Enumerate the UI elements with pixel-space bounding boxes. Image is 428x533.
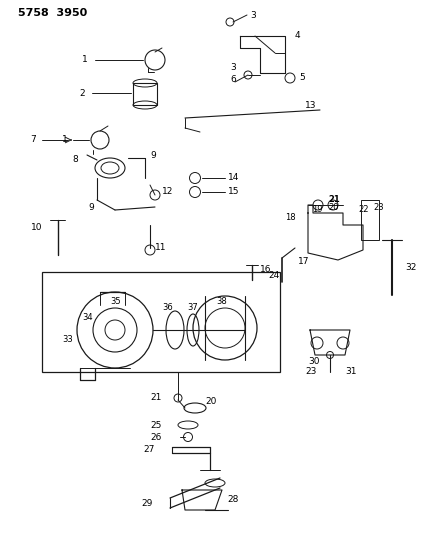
- Text: 1: 1: [82, 55, 88, 64]
- Bar: [133, 83, 157, 105]
- Bar: [42, 272, 280, 372]
- Bar: [361, 200, 379, 240]
- Text: 9: 9: [150, 150, 156, 159]
- Text: 8: 8: [72, 156, 78, 165]
- Text: 35: 35: [110, 297, 121, 306]
- Text: 23: 23: [305, 367, 316, 376]
- Text: 10: 10: [30, 223, 42, 232]
- Text: 21: 21: [328, 195, 340, 204]
- Text: 24: 24: [268, 271, 279, 280]
- Text: 21: 21: [151, 393, 162, 402]
- Text: 17: 17: [298, 257, 309, 266]
- Text: 3: 3: [250, 11, 256, 20]
- Text: 36: 36: [162, 303, 173, 312]
- Text: 11: 11: [155, 244, 166, 253]
- Text: 14: 14: [228, 174, 239, 182]
- Text: 29: 29: [142, 498, 153, 507]
- Text: 19: 19: [312, 205, 323, 214]
- Text: 20: 20: [328, 203, 339, 212]
- Text: 6: 6: [230, 76, 236, 85]
- Text: 12: 12: [162, 188, 173, 197]
- Text: 28: 28: [227, 496, 238, 505]
- Text: 9: 9: [88, 203, 94, 212]
- Text: 26: 26: [151, 432, 162, 441]
- Text: 2: 2: [79, 88, 85, 98]
- Text: 33: 33: [62, 335, 73, 344]
- Text: 3: 3: [230, 63, 236, 72]
- Text: 30: 30: [308, 358, 319, 367]
- Text: 5758  3950: 5758 3950: [18, 8, 87, 18]
- Text: 5: 5: [299, 74, 305, 83]
- Text: 34: 34: [82, 313, 92, 322]
- Text: 7: 7: [30, 135, 36, 144]
- Text: 22: 22: [358, 205, 369, 214]
- Text: 27: 27: [144, 446, 155, 455]
- Text: 13: 13: [305, 101, 316, 110]
- Text: 4: 4: [295, 30, 300, 39]
- Text: 15: 15: [228, 188, 240, 197]
- Text: 37: 37: [187, 303, 198, 312]
- Text: 16: 16: [260, 265, 271, 274]
- Text: 23: 23: [373, 203, 383, 212]
- Text: 1: 1: [62, 135, 68, 144]
- Text: 31: 31: [345, 367, 357, 376]
- Text: 25: 25: [151, 421, 162, 430]
- Text: 38: 38: [216, 297, 227, 306]
- Text: 32: 32: [405, 263, 416, 272]
- Text: 20: 20: [205, 398, 217, 407]
- Text: 18: 18: [285, 213, 296, 222]
